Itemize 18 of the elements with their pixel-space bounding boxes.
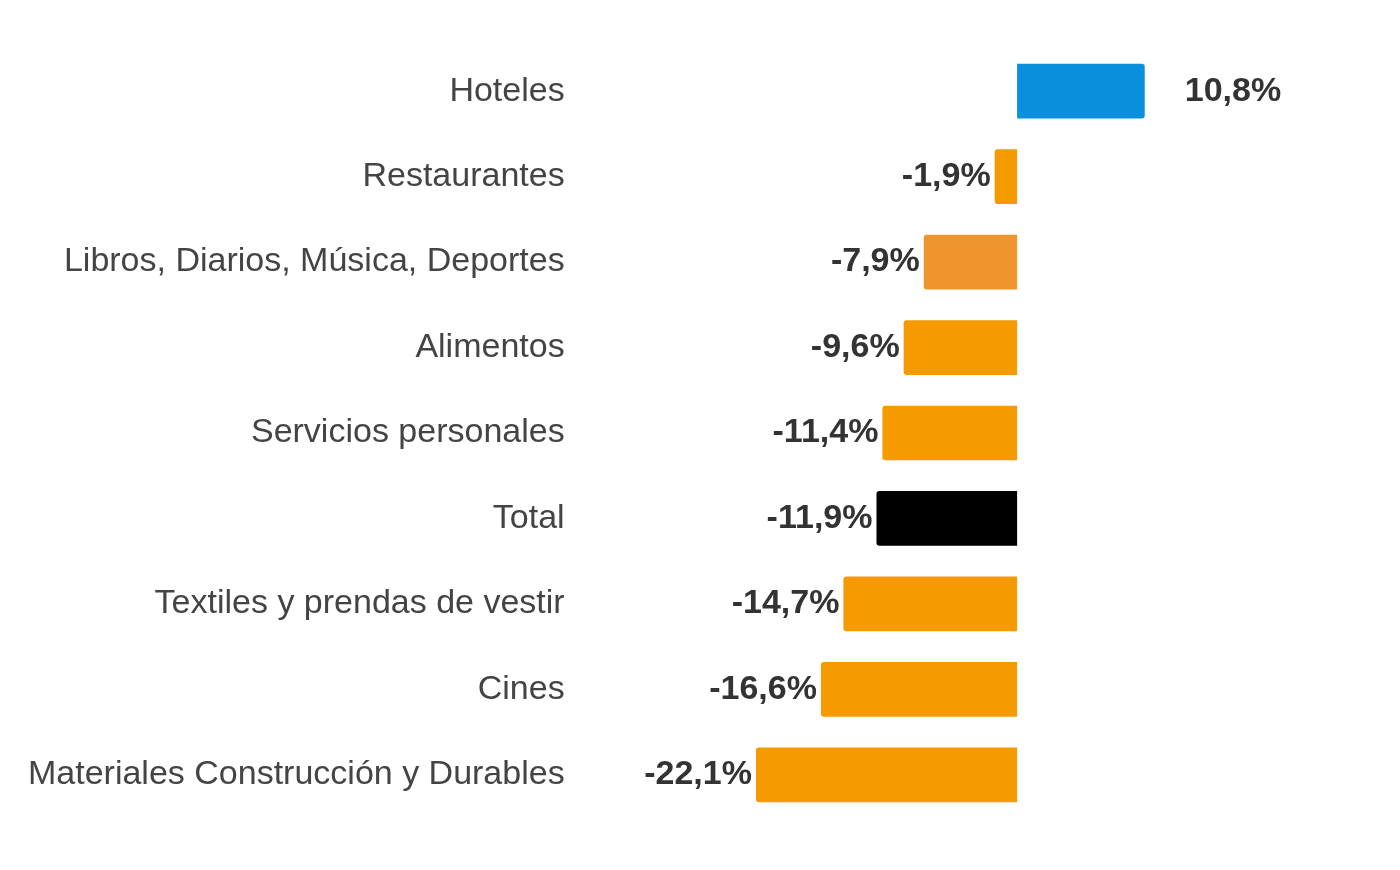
data-label: -11,4% bbox=[772, 411, 879, 450]
data-label: -1,9% bbox=[901, 154, 991, 193]
data-label: 10,8% bbox=[1184, 69, 1282, 108]
y-tick-label: Libros, Diarios, Música, Deportes bbox=[63, 240, 565, 279]
data-label: -14,7% bbox=[731, 582, 840, 621]
data-label: -16,6% bbox=[709, 667, 817, 706]
data-label: -7,9% bbox=[830, 240, 920, 279]
y-tick-label: Alimentos bbox=[415, 325, 565, 364]
y-tick-label: Servicios personales bbox=[250, 411, 565, 450]
y-tick-label: Total bbox=[492, 496, 565, 535]
data-label: -22,1% bbox=[644, 753, 752, 792]
data-label: -11,9% bbox=[766, 496, 873, 535]
y-tick-label: Restaurantes bbox=[362, 154, 565, 193]
y-tick-label: Materiales Construcción y Durables bbox=[27, 753, 565, 792]
y-tick-label: Textiles y prendas de vestir bbox=[154, 582, 565, 621]
y-tick-label: Cines bbox=[477, 667, 565, 706]
data-label: -9,6% bbox=[810, 325, 900, 364]
y-tick-label: Hoteles bbox=[449, 69, 565, 108]
